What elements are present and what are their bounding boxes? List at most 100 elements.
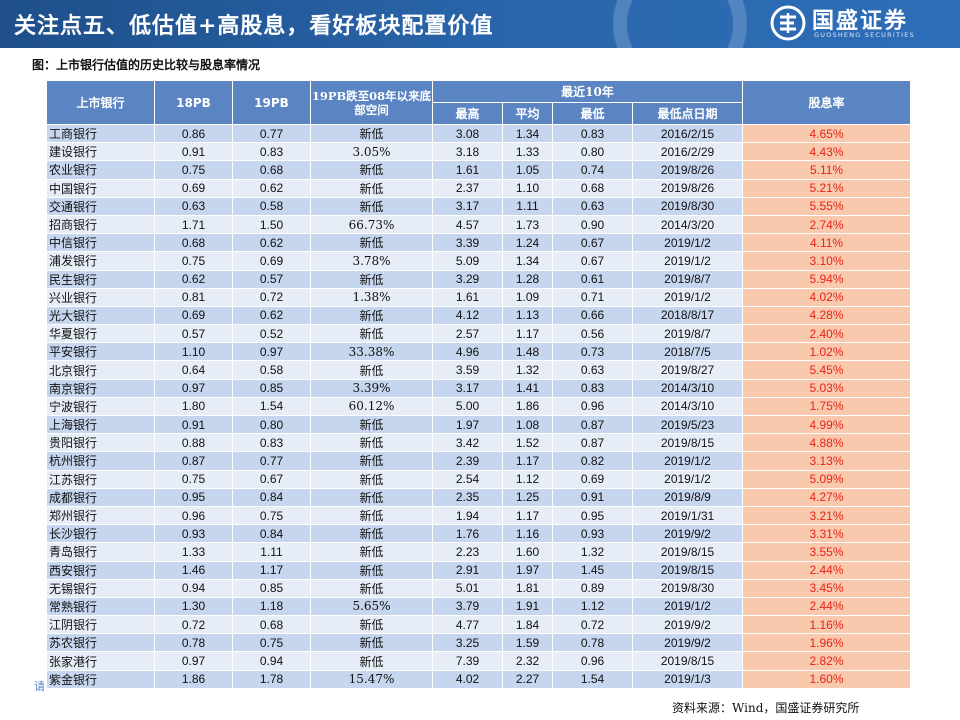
figure-caption: 图：上市银行估值的历史比较与股息率情况 — [32, 58, 261, 72]
low-date-cell: 2019/1/2 — [631, 288, 744, 307]
low-date-cell: 2019/1/2 — [631, 451, 744, 471]
pb18-cell: 1.86 — [154, 670, 233, 689]
bottom-space-cell: 3.39% — [310, 379, 433, 398]
pb18-cell: 0.94 — [154, 579, 233, 598]
pb19-cell: 1.11 — [232, 542, 311, 562]
bank-name: 工商银行 — [46, 124, 155, 144]
slide-title: 关注点五、低估值+高股息，看好板块配置价值 — [14, 13, 494, 39]
dividend-yield-cell: 5.94% — [742, 270, 912, 289]
logo-mark-icon — [770, 5, 806, 41]
table-row: 南京银行 0.97 0.85 3.39% 3.17 1.41 0.83 2014/3/10 5.… — [46, 379, 912, 398]
low-date-cell: 2019/8/15 — [631, 561, 744, 580]
high-cell: 3.17 — [432, 379, 503, 398]
pb18-cell: 0.91 — [154, 142, 233, 162]
bank-name: 张家港行 — [46, 651, 155, 671]
average-cell: 1.73 — [502, 215, 553, 235]
average-cell: 2.27 — [502, 670, 553, 689]
pb19-cell: 0.84 — [232, 488, 311, 507]
pb19-cell: 0.72 — [232, 288, 311, 307]
table-body: 工商银行 0.86 0.77 新低 3.08 1.34 0.83 2016/2/15 4.65%… — [46, 124, 912, 689]
dividend-yield-cell: 4.88% — [742, 433, 912, 453]
low-date-cell: 2019/9/2 — [631, 615, 744, 635]
bank-name: 江阴银行 — [46, 615, 155, 635]
high-cell: 3.18 — [432, 142, 503, 162]
average-cell: 1.60 — [502, 542, 553, 562]
pb18-cell: 0.75 — [154, 470, 233, 489]
low-cell: 0.71 — [552, 288, 633, 307]
pb19-cell: 0.77 — [232, 451, 311, 471]
pb19-cell: 0.77 — [232, 124, 311, 144]
bottom-space-cell: 新低 — [310, 470, 433, 489]
pb19-cell: 0.68 — [232, 615, 311, 635]
low-cell: 0.80 — [552, 142, 633, 162]
pb18-cell: 0.95 — [154, 488, 233, 507]
high-cell: 3.42 — [432, 433, 503, 453]
low-cell: 0.63 — [552, 197, 633, 216]
bottom-space-cell: 3.05% — [310, 142, 433, 162]
low-date-cell: 2019/1/2 — [631, 233, 744, 253]
header-bank: 上市银行 — [46, 80, 155, 125]
low-date-cell: 2019/9/2 — [631, 524, 744, 544]
bank-name: 常熟银行 — [46, 597, 155, 617]
average-cell: 1.25 — [502, 488, 553, 507]
dividend-yield-cell: 1.16% — [742, 615, 912, 635]
low-date-cell: 2019/1/2 — [631, 470, 744, 489]
bottom-space-cell: 新低 — [310, 415, 433, 435]
bank-name: 浦发银行 — [46, 251, 155, 271]
high-cell: 3.29 — [432, 270, 503, 289]
low-date-cell: 2016/2/29 — [631, 142, 744, 162]
header-low: 最低 — [552, 102, 633, 125]
high-cell: 4.96 — [432, 342, 503, 362]
bank-name: 江苏银行 — [46, 470, 155, 489]
dividend-yield-cell: 1.75% — [742, 397, 912, 417]
table-row: 兴业银行 0.81 0.72 1.38% 1.61 1.09 0.71 2019/1/2 4.0… — [46, 288, 912, 307]
average-cell: 1.16 — [502, 524, 553, 544]
bank-name: 农业银行 — [46, 160, 155, 180]
low-cell: 0.89 — [552, 579, 633, 598]
low-cell: 0.91 — [552, 488, 633, 507]
header-high: 最高 — [432, 102, 503, 125]
dividend-yield-cell: 4.28% — [742, 306, 912, 326]
dividend-yield-cell: 4.02% — [742, 288, 912, 307]
pb19-cell: 0.83 — [232, 433, 311, 453]
bank-name: 苏农银行 — [46, 633, 155, 653]
high-cell: 2.23 — [432, 542, 503, 562]
pb18-cell: 0.87 — [154, 451, 233, 471]
company-logo: 国盛证券 GUOSHENG SECURITIES — [770, 3, 956, 45]
table-row: 招商银行 1.71 1.50 66.73% 4.57 1.73 0.90 2014/3/20 2… — [46, 215, 912, 235]
dividend-yield-cell: 1.02% — [742, 342, 912, 362]
bank-name: 民生银行 — [46, 270, 155, 289]
table-row: 杭州银行 0.87 0.77 新低 2.39 1.17 0.82 2019/1/2 3.13% — [46, 451, 912, 471]
low-date-cell: 2018/7/5 — [631, 342, 744, 362]
bottom-space-cell: 新低 — [310, 651, 433, 671]
table-row: 平安银行 1.10 0.97 33.38% 4.96 1.48 0.73 2018/7/5 1.… — [46, 342, 912, 362]
high-cell: 1.94 — [432, 506, 503, 526]
pb19-cell: 0.57 — [232, 270, 311, 289]
header-bottom-space: 19PB跌至08年以来底部空间 — [310, 80, 433, 125]
table-row: 无锡银行 0.94 0.85 新低 5.01 1.81 0.89 2019/8/30 3.45% — [46, 579, 912, 598]
bank-name: 中国银行 — [46, 179, 155, 198]
table-row: 苏农银行 0.78 0.75 新低 3.25 1.59 0.78 2019/9/2 1.96% — [46, 633, 912, 653]
table-row: 华夏银行 0.57 0.52 新低 2.57 1.17 0.56 2019/8/7 2.40% — [46, 324, 912, 344]
low-date-cell: 2014/3/10 — [631, 379, 744, 398]
average-cell: 1.34 — [502, 124, 553, 144]
bank-name: 无锡银行 — [46, 579, 155, 598]
low-date-cell: 2014/3/20 — [631, 215, 744, 235]
dividend-yield-cell: 2.74% — [742, 215, 912, 235]
dividend-yield-cell: 3.45% — [742, 579, 912, 598]
dividend-yield-cell: 2.44% — [742, 561, 912, 580]
bottom-space-cell: 新低 — [310, 306, 433, 326]
average-cell: 1.41 — [502, 379, 553, 398]
pb18-cell: 0.78 — [154, 633, 233, 653]
dividend-yield-cell: 5.11% — [742, 160, 912, 180]
bank-name: 光大银行 — [46, 306, 155, 326]
pb19-cell: 0.80 — [232, 415, 311, 435]
high-cell: 5.09 — [432, 251, 503, 271]
low-cell: 0.78 — [552, 633, 633, 653]
high-cell: 1.61 — [432, 160, 503, 180]
bottom-space-cell: 新低 — [310, 579, 433, 598]
bottom-space-cell: 新低 — [310, 270, 433, 289]
average-cell: 1.33 — [502, 142, 553, 162]
table-row: 青岛银行 1.33 1.11 新低 2.23 1.60 1.32 2019/8/15 3.55% — [46, 542, 912, 562]
average-cell: 1.17 — [502, 451, 553, 471]
